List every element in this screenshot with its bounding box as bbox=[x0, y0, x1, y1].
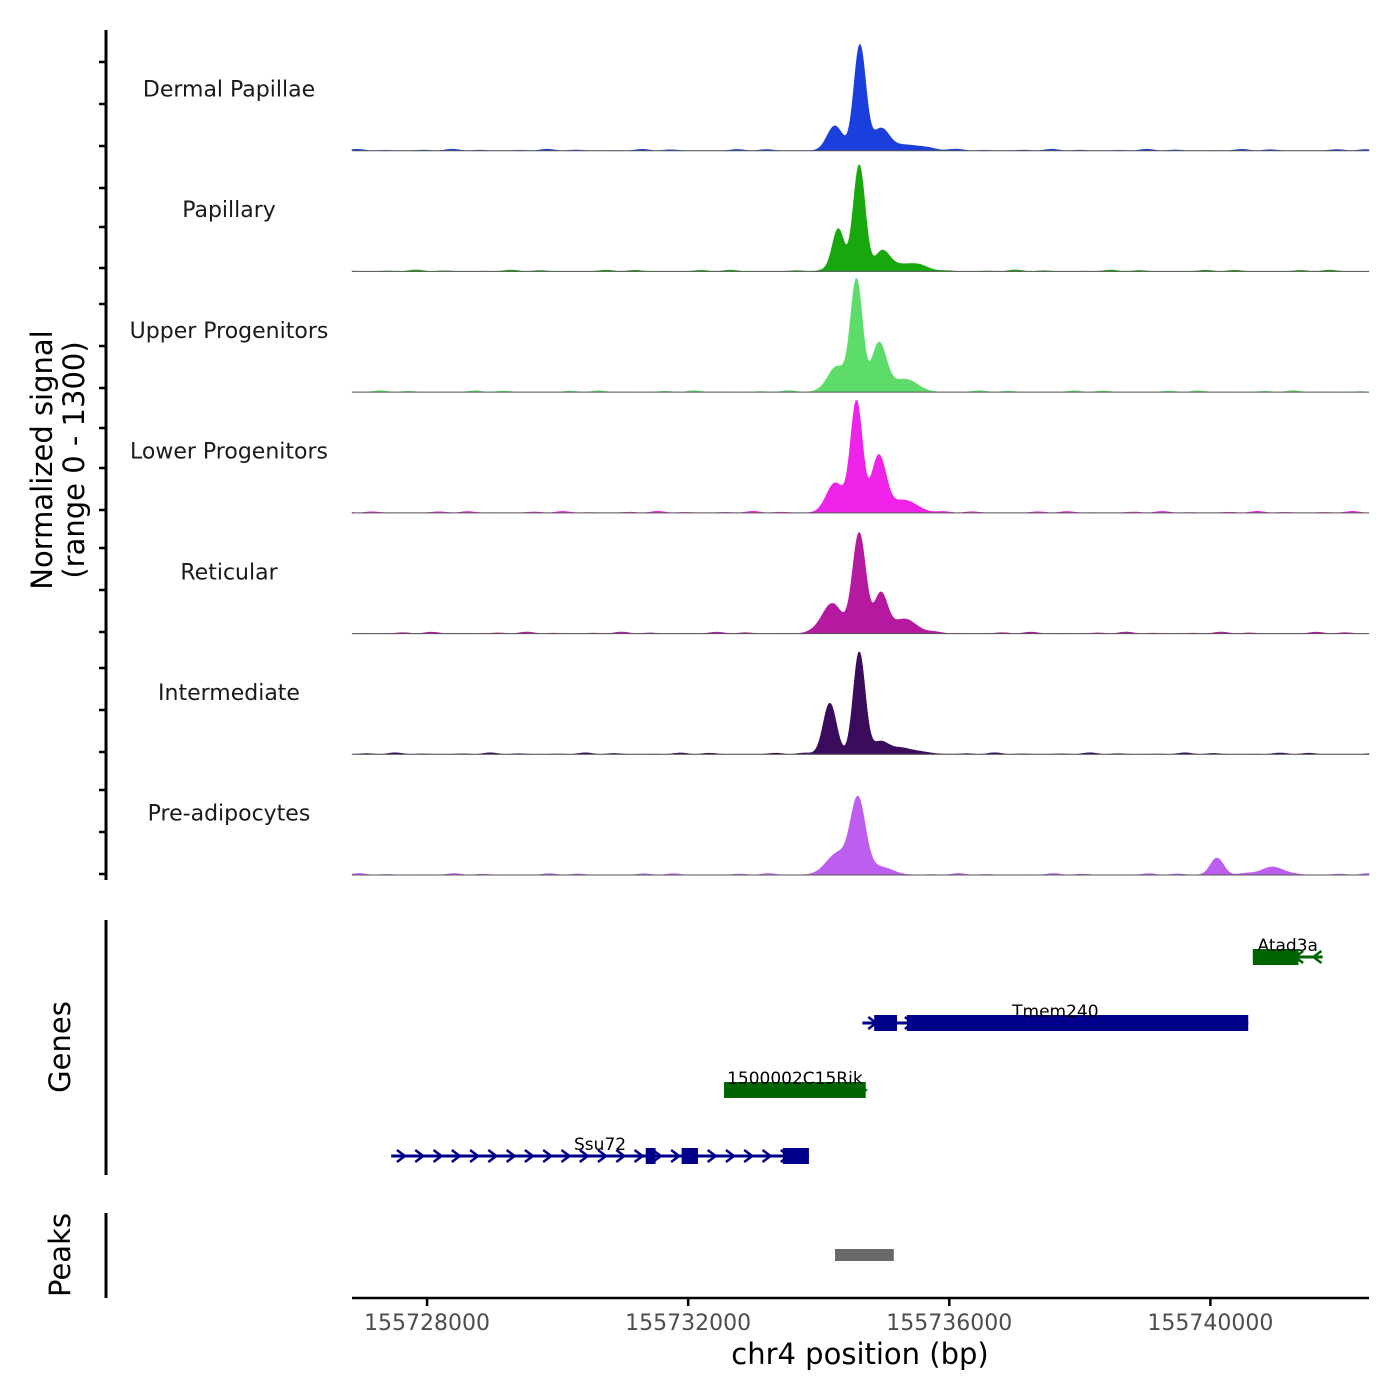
strand-arrow bbox=[1311, 950, 1323, 964]
track-label: Lower Progenitors bbox=[130, 440, 328, 465]
coverage-area bbox=[351, 651, 1370, 755]
gene-model: Atad3a bbox=[1252, 936, 1323, 965]
genes-panel: Genes Atad3a Tmem240 1500002C15Rik Ssu72 bbox=[43, 920, 1323, 1175]
gene-model: 1500002C15Rik bbox=[724, 1069, 868, 1098]
coverage-area bbox=[351, 532, 1370, 634]
strand-arrow bbox=[487, 1149, 499, 1163]
coverage-track: Pre-adipocytes bbox=[148, 795, 1370, 876]
strand-arrow bbox=[743, 1149, 755, 1163]
x-axis: 155728000 155732000 155736000 155740000 chr… bbox=[352, 1296, 1369, 1371]
strand-arrow bbox=[524, 1149, 535, 1163]
strand-arrow bbox=[560, 1149, 572, 1163]
track-label: Dermal Papillae bbox=[143, 77, 315, 102]
x-axis-title: chr4 position (bp) bbox=[731, 1337, 988, 1371]
x-tick-label: 155728000 bbox=[364, 1311, 490, 1336]
coverage-area bbox=[351, 795, 1370, 876]
x-tick-label: 155732000 bbox=[625, 1311, 751, 1336]
coverage-track: Papillary bbox=[182, 164, 1370, 272]
strand-arrow bbox=[542, 1149, 554, 1163]
coverage-y-label-line1: Normalized signal bbox=[25, 330, 59, 589]
gene-model: Ssu72 bbox=[391, 1135, 810, 1164]
track-label: Intermediate bbox=[158, 681, 300, 706]
coverage-area bbox=[351, 399, 1370, 514]
strand-arrow bbox=[725, 1149, 737, 1163]
gene-exon bbox=[906, 1015, 1249, 1031]
gene-label: 1500002C15Rik bbox=[727, 1069, 863, 1089]
gene-label: Atad3a bbox=[1258, 936, 1318, 956]
track-label: Reticular bbox=[180, 560, 278, 585]
strand-arrow bbox=[578, 1149, 590, 1163]
coverage-track: Dermal Papillae bbox=[143, 43, 1370, 152]
strand-arrow bbox=[597, 1149, 609, 1163]
coverage-track: Upper Progenitors bbox=[130, 277, 1370, 393]
coverage-panel: Normalized signal (range 0 - 1300) Derma… bbox=[25, 30, 1370, 880]
x-tick-label: 155740000 bbox=[1147, 1311, 1273, 1336]
gene-label: Tmem240 bbox=[1011, 1002, 1098, 1022]
strand-arrow bbox=[396, 1149, 408, 1163]
strand-arrow bbox=[432, 1149, 444, 1163]
peaks-y-label: Peaks bbox=[43, 1213, 77, 1297]
coverage-tracks: Dermal Papillae Papillary Upper Progenitor… bbox=[130, 43, 1370, 876]
strand-arrow bbox=[505, 1149, 517, 1163]
strand-arrow bbox=[633, 1149, 645, 1163]
coverage-area bbox=[351, 277, 1370, 393]
x-tick-label: 155736000 bbox=[886, 1311, 1012, 1336]
strand-arrow bbox=[761, 1149, 773, 1163]
track-label: Upper Progenitors bbox=[130, 319, 329, 344]
coverage-y-ticks bbox=[99, 60, 106, 876]
coverage-track: Reticular bbox=[180, 532, 1370, 635]
gene-models: Atad3a Tmem240 1500002C15Rik Ssu72 bbox=[391, 936, 1323, 1164]
strand-arrow bbox=[706, 1149, 718, 1163]
gene-exon bbox=[874, 1015, 898, 1031]
gene-exon bbox=[724, 1082, 866, 1098]
gene-exon bbox=[645, 1148, 656, 1164]
peaks-panel: Peaks bbox=[43, 1213, 894, 1298]
coverage-area bbox=[351, 43, 1370, 152]
gene-label: Ssu72 bbox=[574, 1135, 626, 1155]
gene-exon bbox=[782, 1148, 809, 1164]
coverage-y-label-line2: (range 0 - 1300) bbox=[57, 341, 91, 578]
strand-arrow bbox=[615, 1149, 627, 1163]
coverage-area bbox=[351, 164, 1370, 272]
genes-y-label: Genes bbox=[43, 1001, 77, 1093]
strand-arrow bbox=[469, 1149, 481, 1163]
gene-exon bbox=[1252, 949, 1299, 965]
coverage-track: Intermediate bbox=[158, 651, 1370, 755]
peak-region bbox=[835, 1249, 894, 1261]
strand-arrow bbox=[414, 1149, 426, 1163]
x-ticks: 155728000 155732000 155736000 155740000 bbox=[364, 1298, 1273, 1336]
peak-regions bbox=[835, 1249, 894, 1261]
track-label: Papillary bbox=[182, 198, 276, 223]
coverage-track: Lower Progenitors bbox=[130, 399, 1370, 514]
track-label: Pre-adipocytes bbox=[148, 802, 311, 827]
gene-exon bbox=[681, 1148, 698, 1164]
strand-arrow bbox=[451, 1149, 462, 1163]
strand-arrow bbox=[670, 1149, 682, 1163]
gene-model: Tmem240 bbox=[862, 1002, 1249, 1031]
